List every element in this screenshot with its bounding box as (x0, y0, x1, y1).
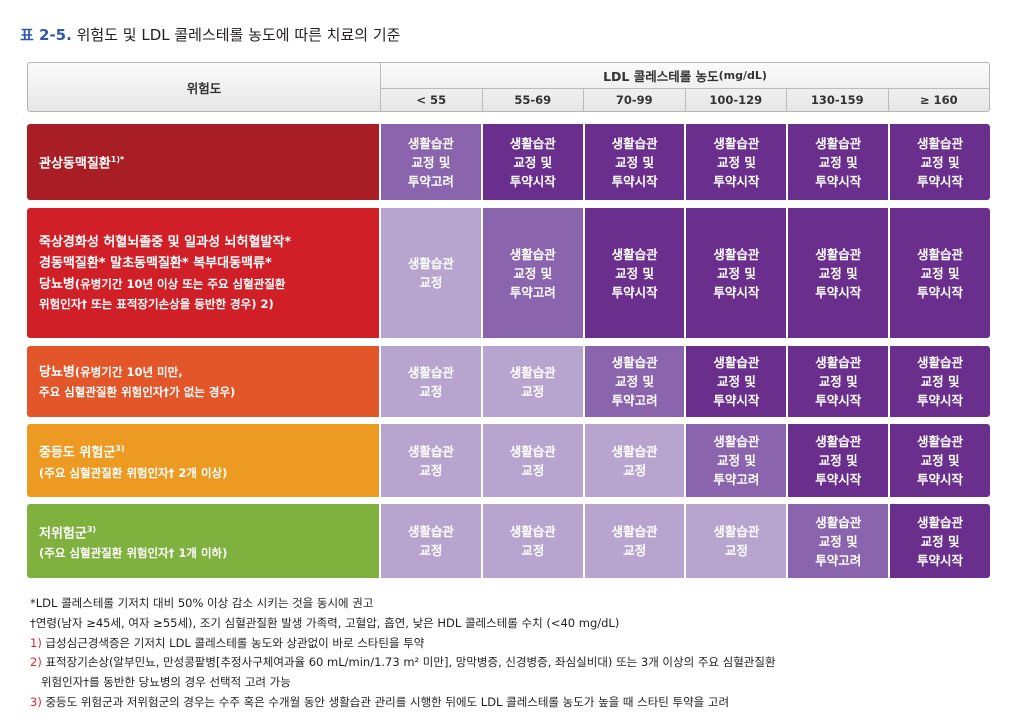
treatment-cell: 생활습관 교정 및 투약시작 (890, 424, 990, 497)
column-header: 70-99 (583, 89, 685, 111)
footnote-mark: 1) (30, 635, 42, 650)
footnote-mark: 2) (30, 655, 42, 670)
treatment-cells: 생활습관 교정 생활습관 교정 및 투약고려 생활습관 교정 및 투약시작 생활… (379, 208, 990, 338)
risk-row: 죽상경화성 허혈뇌졸중 및 일과성 뇌허혈발작* 경동맥질환* 말초동맥질환* … (27, 208, 990, 338)
treatment-cell: 생활습관 교정 및 투약시작 (890, 504, 990, 578)
treatment-cell: 생활습관 교정 및 투약시작 (584, 208, 685, 338)
table-title-text: 위험도 및 LDL 콜레스테롤 농도에 따른 치료의 기준 (76, 26, 401, 44)
risk-label: 중등도 위험군3) (주요 심혈관질환 위험인자† 2개 이상) (27, 424, 379, 497)
treatment-cell: 생활습관 교정 및 투약시작 (890, 208, 990, 338)
risk-title: 중등도 위험군 (39, 445, 116, 461)
treatment-cell: 생활습관 교정 (482, 424, 583, 497)
treatment-cell: 생활습관 교정 (482, 504, 583, 578)
risk-title: 당뇨병 (39, 277, 75, 292)
risk-row: 당뇨병(유병기간 10년 미만, 주요 심혈관질환 위험인자†가 없는 경우) … (27, 346, 990, 417)
table-header: 위험도 LDL 콜레스테롤 농도 (mg/dL) < 55 55-69 70-99… (27, 62, 990, 112)
treatment-cell: 생활습관 교정 (482, 346, 583, 417)
treatment-cell: 생활습관 교정 (686, 504, 787, 578)
ldl-header: LDL 콜레스테롤 농도 (mg/dL) (380, 63, 989, 89)
footnote-text: 표적장기손상(알부민뇨, 만성콩팥병[추정사구체여과율 60 mL/min/1.… (41, 655, 776, 670)
treatment-cells: 생활습관 교정 생활습관 교정 생활습관 교정 생활습관 교정 생활습관 교정 … (379, 504, 990, 578)
treatment-cell: 생활습관 교정 및 투약시작 (482, 124, 583, 200)
risk-row: 저위험군3) (주요 심혈관질환 위험인자† 1개 이하) 생활습관 교정 생활… (27, 504, 990, 578)
footnote: 1) 급성심근경색증은 기저치 LDL 콜레스테롤 농도와 상관없이 바로 스타… (30, 634, 776, 654)
risk-condition: 위험인자† 또는 표적장기손상을 동반한 경우) 2) (39, 297, 274, 311)
ldl-header-label: LDL 콜레스테롤 농도 (603, 69, 719, 84)
column-header: 100-129 (684, 89, 787, 111)
treatment-cell: 생활습관 교정 (584, 504, 685, 578)
treatment-cell: 생활습관 교정 및 투약시작 (686, 208, 787, 338)
footnote-text: *LDL 콜레스테롤 기저치 대비 50% 이상 감소 시키는 것을 동시에 권… (30, 596, 374, 610)
column-header: 130-159 (786, 89, 888, 111)
treatment-cells: 생활습관 교정 생활습관 교정 생활습관 교정 생활습관 교정 및 투약고려 생… (379, 424, 990, 497)
risk-header: 위험도 (186, 80, 222, 96)
footnote-text: 중등도 위험군과 저위험군의 경우는 수주 혹은 수개월 동안 생활습관 관리를… (41, 694, 730, 709)
footnote-mark: 3) (115, 444, 125, 454)
risk-title: 경동맥질환* 말초동맥질환* 복부대동맥류* (39, 256, 272, 271)
column-header: 55-69 (481, 89, 584, 111)
risk-label: 당뇨병(유병기간 10년 미만, 주요 심혈관질환 위험인자†가 없는 경우) (27, 346, 379, 417)
ldl-unit: (mg/dL) (718, 69, 767, 82)
footnote-mark: 1)* (110, 155, 125, 165)
table-number: 표 2-5. (20, 26, 72, 44)
treatment-cells: 생활습관 교정 생활습관 교정 생활습관 교정 및 투약고려 생활습관 교정 및… (379, 346, 990, 417)
footnote: 위험인자†를 동반한 당뇨병의 경우 선택적 고려 가능 (30, 673, 776, 693)
treatment-cell: 생활습관 교정 및 투약시작 (686, 124, 787, 200)
risk-label: 관상동맥질환1)* (27, 124, 379, 200)
treatment-cell: 생활습관 교정 (381, 208, 481, 338)
risk-condition: (유병기간 10년 이상 또는 주요 심혈관질환 (74, 277, 286, 291)
footnote: 2) 표적장기손상(알부민뇨, 만성콩팥병[추정사구체여과율 60 mL/min… (30, 653, 776, 673)
treatment-cell: 생활습관 교정 (381, 346, 481, 417)
treatment-cell: 생활습관 교정 및 투약시작 (788, 424, 889, 497)
treatment-cell: 생활습관 교정 및 투약시작 (788, 346, 889, 417)
risk-row: 중등도 위험군3) (주요 심혈관질환 위험인자† 2개 이상) 생활습관 교정… (27, 424, 990, 497)
risk-condition: 주요 심혈관질환 위험인자†가 없는 경우) (39, 384, 236, 399)
footnote-text: 위험인자†를 동반한 당뇨병의 경우 선택적 고려 가능 (30, 675, 291, 690)
risk-label: 죽상경화성 허혈뇌졸중 및 일과성 뇌허혈발작* 경동맥질환* 말초동맥질환* … (27, 208, 379, 338)
risk-title: 당뇨병 (39, 364, 75, 380)
risk-condition: (주요 심혈관질환 위험인자† 2개 이상) (39, 465, 228, 480)
treatment-cell: 생활습관 교정 및 투약시작 (584, 124, 685, 200)
footnote-mark: 3) (30, 694, 42, 709)
risk-row: 관상동맥질환1)* 생활습관 교정 및 투약고려 생활습관 교정 및 투약시작 … (27, 124, 990, 200)
footnote-mark: 3) (86, 524, 97, 534)
treatment-cell: 생활습관 교정 및 투약시작 (788, 208, 889, 338)
treatment-cell: 생활습관 교정 (381, 424, 481, 497)
footnotes: *LDL 콜레스테롤 기저치 대비 50% 이상 감소 시키는 것을 동시에 권… (30, 594, 776, 713)
treatment-cell: 생활습관 교정 및 투약시작 (890, 124, 990, 200)
risk-condition: (주요 심혈관질환 위험인자† 1개 이하) (39, 546, 228, 561)
table-title: 표 2-5. 위험도 및 LDL 콜레스테롤 농도에 따른 치료의 기준 (20, 24, 400, 45)
treatment-cell: 생활습관 교정 및 투약시작 (890, 346, 990, 417)
risk-title: 관상동맥질환 (39, 156, 111, 172)
column-header: ≥ 160 (887, 89, 990, 111)
footnote: †연령(남자 ≥45세, 여자 ≥55세), 조기 심혈관질환 발생 가족력, … (30, 614, 776, 634)
risk-title: 죽상경화성 허혈뇌졸중 및 일과성 뇌허혈발작* (39, 235, 292, 250)
treatment-cell: 생활습관 교정 (584, 424, 685, 497)
risk-title: 저위험군 (39, 526, 87, 542)
treatment-cell: 생활습관 교정 및 투약고려 (482, 208, 583, 338)
column-header: < 55 (380, 89, 482, 111)
treatment-cell: 생활습관 교정 및 투약시작 (788, 124, 889, 200)
treatment-cell: 생활습관 교정 및 투약고려 (381, 124, 481, 200)
risk-condition: (유병기간 10년 미만, (74, 364, 183, 379)
treatment-cell: 생활습관 교정 및 투약고려 (788, 504, 889, 578)
treatment-cell: 생활습관 교정 및 투약고려 (686, 424, 787, 497)
risk-label: 저위험군3) (주요 심혈관질환 위험인자† 1개 이하) (27, 504, 379, 578)
treatment-cells: 생활습관 교정 및 투약고려 생활습관 교정 및 투약시작 생활습관 교정 및 … (379, 124, 990, 200)
footnote: *LDL 콜레스테롤 기저치 대비 50% 이상 감소 시키는 것을 동시에 권… (30, 594, 776, 614)
treatment-cell: 생활습관 교정 및 투약고려 (584, 346, 685, 417)
footnote: 3) 중등도 위험군과 저위험군의 경우는 수주 혹은 수개월 동안 생활습관 … (30, 693, 776, 713)
ldl-column-headers: < 55 55-69 70-99 100-129 130-159 ≥ 160 (380, 89, 989, 111)
footnote-text: †연령(남자 ≥45세, 여자 ≥55세), 조기 심혈관질환 발생 가족력, … (30, 615, 620, 630)
footnote-text: 급성심근경색증은 기저치 LDL 콜레스테롤 농도와 상관없이 바로 스타틴을 … (41, 635, 425, 650)
treatment-cell: 생활습관 교정 및 투약시작 (686, 346, 787, 417)
treatment-cell: 생활습관 교정 (381, 504, 481, 578)
